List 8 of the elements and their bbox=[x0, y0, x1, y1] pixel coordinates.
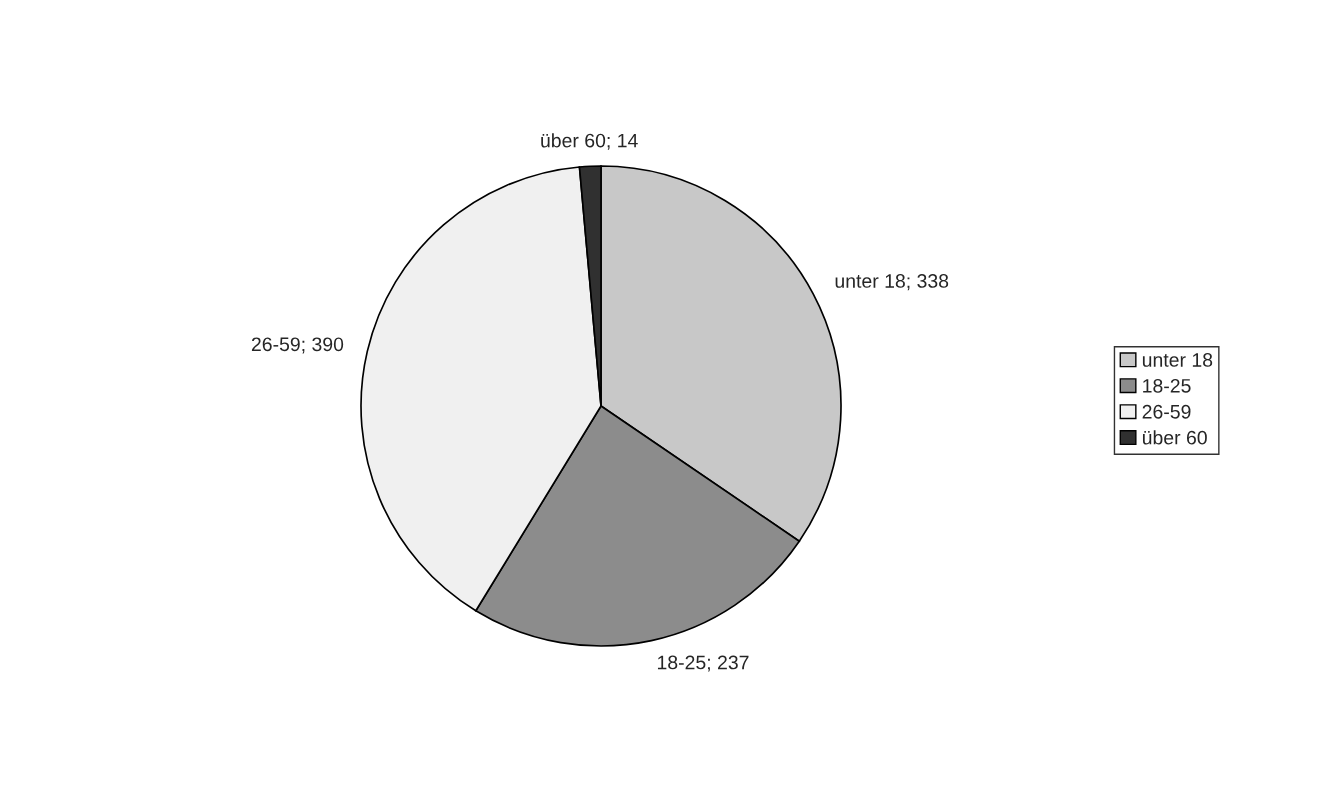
data-label: unter 18; 338 bbox=[835, 274, 949, 291]
data-label: 18-25; 237 bbox=[657, 655, 749, 672]
legend-label: über 60 bbox=[1142, 430, 1207, 445]
data-label: über 60; 14 bbox=[541, 133, 638, 150]
legend-label: 26-59 bbox=[1142, 404, 1191, 419]
legend-label: 18-25 bbox=[1143, 378, 1191, 393]
legend-label: unter 18 bbox=[1142, 353, 1213, 367]
data-label: 26-59; 390 bbox=[251, 337, 344, 354]
